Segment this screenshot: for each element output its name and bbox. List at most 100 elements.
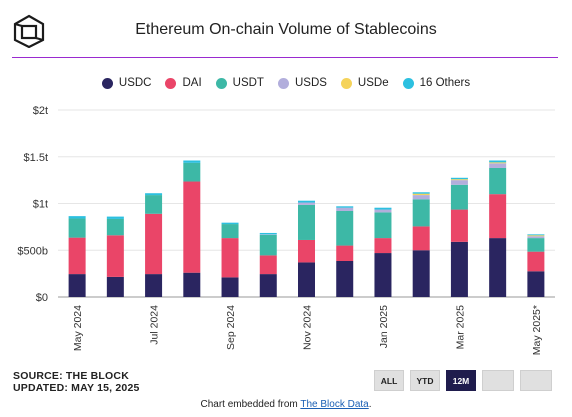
range-button-blank-1[interactable] bbox=[482, 370, 514, 391]
bar-segment bbox=[374, 253, 392, 297]
legend-item-usde[interactable]: USDe bbox=[340, 77, 389, 89]
bar-segment bbox=[527, 251, 545, 272]
bar-segment bbox=[221, 224, 239, 239]
range-button-all[interactable]: ALL bbox=[374, 370, 404, 391]
source-line: SOURCE: THE BLOCK bbox=[13, 370, 129, 382]
bar-segment bbox=[450, 180, 468, 185]
bar-segment bbox=[527, 238, 545, 252]
y-tick-label: $1t bbox=[33, 199, 48, 211]
range-button-12m[interactable]: 12M bbox=[446, 370, 476, 391]
bar-segment bbox=[412, 250, 430, 297]
bar-segment bbox=[145, 274, 163, 297]
chart-title: Ethereum On-chain Volume of Stablecoins bbox=[135, 21, 437, 38]
bar-segment bbox=[412, 195, 430, 200]
bar-segment bbox=[489, 194, 507, 239]
bar-segment bbox=[336, 207, 354, 211]
embed-credit: Chart embedded from The Block Data. bbox=[0, 399, 572, 410]
bar-segment bbox=[106, 235, 124, 277]
bar-segment bbox=[106, 276, 124, 297]
bar-segment bbox=[412, 199, 430, 227]
bar-segment bbox=[489, 162, 507, 164]
embed-suffix: . bbox=[368, 399, 372, 410]
bar-segment bbox=[450, 241, 468, 297]
legend-item-usdt[interactable]: USDT bbox=[215, 77, 264, 89]
bar-segment bbox=[259, 274, 277, 297]
bar-segment bbox=[183, 162, 201, 182]
bar-segment bbox=[145, 195, 163, 214]
legend-item-usds[interactable]: USDS bbox=[277, 77, 327, 89]
legend-label-others: 16 Others bbox=[419, 77, 471, 89]
bar-segment bbox=[412, 192, 430, 194]
the-block-logo-icon bbox=[13, 14, 45, 48]
bar-segment bbox=[106, 218, 124, 236]
bar-segment bbox=[489, 163, 507, 168]
bar-segment bbox=[374, 209, 392, 213]
embed-prefix: Chart embedded from bbox=[200, 399, 301, 410]
the-block-data-link[interactable]: The Block Data bbox=[300, 399, 369, 410]
bar-segment bbox=[221, 238, 239, 278]
bar-segment bbox=[183, 272, 201, 297]
legend-swatch-usdt bbox=[215, 77, 227, 89]
bar-segment bbox=[221, 222, 239, 225]
bar-segment bbox=[489, 238, 507, 297]
bar-segment bbox=[68, 216, 86, 219]
bar-segment bbox=[183, 160, 201, 163]
legend-item-usdc[interactable]: USDC bbox=[101, 77, 152, 89]
legend-swatch-usdc bbox=[101, 77, 113, 89]
x-tick-label: Mar 2025 bbox=[454, 305, 466, 350]
bar-segment bbox=[527, 271, 545, 297]
legend-item-dai[interactable]: DAI bbox=[165, 77, 202, 89]
legend-label-dai: DAI bbox=[182, 77, 202, 89]
legend-label-usdc: USDC bbox=[118, 77, 152, 89]
legend-swatch-usde bbox=[340, 77, 352, 89]
range-button-ytd[interactable]: YTD bbox=[410, 370, 440, 391]
bar-segment bbox=[336, 261, 354, 297]
bar-segment bbox=[374, 207, 392, 210]
x-tick-label: May 2025* bbox=[531, 305, 543, 355]
bar-segment bbox=[298, 262, 315, 297]
bar-segment bbox=[68, 274, 86, 297]
x-tick-label: Nov 2024 bbox=[302, 305, 314, 350]
range-buttons: ALL YTD 12M bbox=[374, 370, 552, 391]
x-tick-label: Jul 2024 bbox=[149, 305, 161, 345]
bar-segment bbox=[298, 204, 315, 240]
y-tick-label: $1.5t bbox=[24, 152, 48, 164]
bar-segment bbox=[450, 179, 468, 181]
bar-segment bbox=[106, 216, 124, 219]
bar-segment bbox=[489, 167, 507, 195]
bar-segment bbox=[68, 237, 86, 275]
bar-segment bbox=[221, 277, 239, 297]
bar-segment bbox=[450, 184, 468, 210]
bar-segment bbox=[450, 177, 468, 180]
bar-segment bbox=[450, 209, 468, 242]
bar-segment bbox=[489, 160, 507, 163]
chart-legend: USDC DAI USDT USDS USDe 16 Others bbox=[0, 77, 572, 89]
source-note: SOURCE: THE BLOCK UPDATED: MAY 15, 2025 bbox=[13, 370, 140, 394]
legend-swatch-usds bbox=[277, 77, 289, 89]
bar-segment bbox=[298, 239, 315, 263]
bar-segment bbox=[527, 235, 545, 237]
bar-segment bbox=[183, 181, 201, 273]
legend-swatch-others bbox=[402, 77, 414, 89]
range-button-blank-2[interactable] bbox=[520, 370, 552, 391]
bar-segment bbox=[374, 238, 392, 254]
bar-segment bbox=[527, 236, 545, 239]
updated-line: UPDATED: MAY 15, 2025 bbox=[13, 382, 140, 394]
y-tick-label: $500b bbox=[17, 245, 48, 257]
x-tick-label: Jan 2025 bbox=[378, 305, 390, 348]
x-tick-label: May 2024 bbox=[72, 305, 84, 351]
bar-segment bbox=[336, 206, 354, 208]
bar-segment bbox=[259, 255, 277, 275]
legend-label-usds: USDS bbox=[294, 77, 327, 89]
bar-segment bbox=[336, 245, 354, 262]
y-tick-label: $0 bbox=[36, 292, 48, 304]
bar-segment bbox=[412, 193, 430, 196]
bar-segment bbox=[527, 234, 545, 236]
legend-item-others[interactable]: 16 Others bbox=[402, 77, 471, 89]
bar-segment bbox=[145, 193, 163, 196]
bar-segment bbox=[145, 213, 163, 275]
bar-segment bbox=[68, 218, 86, 238]
bar-segment bbox=[412, 226, 430, 251]
bar-segment bbox=[336, 210, 354, 246]
bar-segment bbox=[298, 202, 315, 205]
